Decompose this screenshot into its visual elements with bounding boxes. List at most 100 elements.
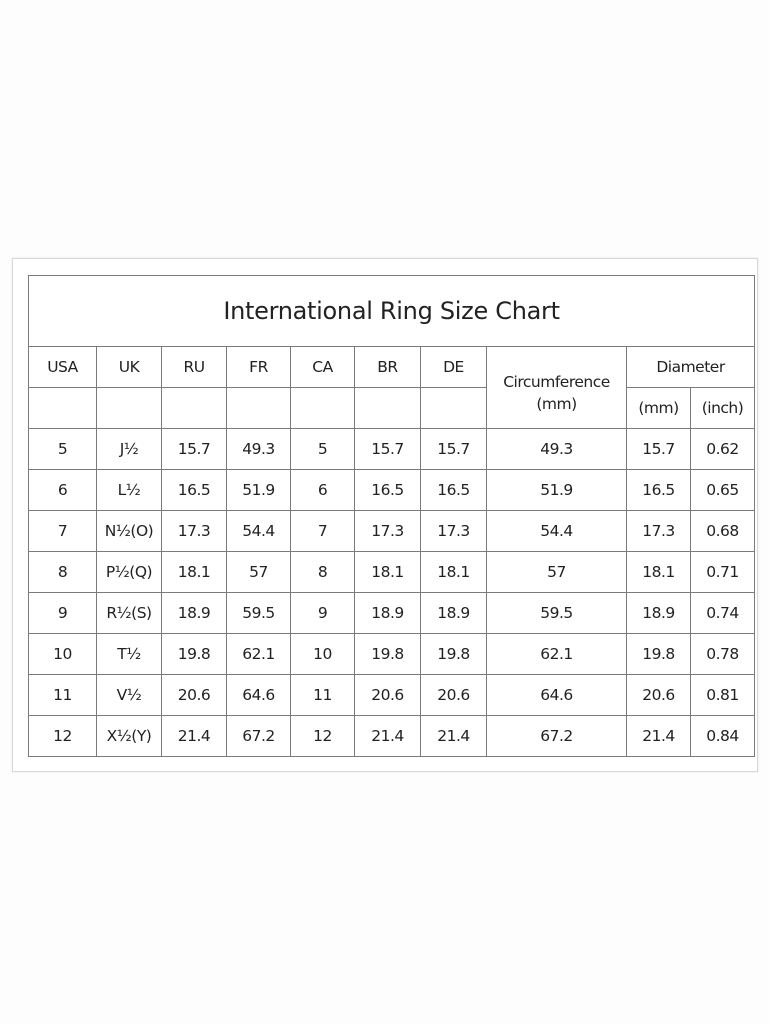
cell-de: 18.1 [420,551,487,593]
table-row: 11 V½ 20.6 64.6 11 20.6 20.6 64.6 20.6 0.81 [28,674,756,716]
cell-usa: 12 [28,715,97,757]
cell-br: 16.5 [354,469,421,511]
cell-diameter-inch: 0.68 [689,510,756,552]
cell-usa: 10 [28,633,97,675]
cell-diameter-inch: 0.78 [689,633,756,675]
header-ru: RU [161,346,227,388]
cell-diameter-mm: 21.4 [626,715,691,757]
cell-ca: 11 [290,674,355,716]
empty-cell [354,387,421,429]
cell-circumference-mm: 67.2 [486,715,627,757]
cell-ca: 9 [290,592,355,634]
empty-cell [28,387,97,429]
cell-fr: 57 [226,551,291,593]
cell-uk: R½(S) [96,592,162,634]
ring-size-chart-card: International Ring Size Chart USA UK RU … [12,258,758,772]
cell-diameter-inch: 0.74 [689,592,756,634]
cell-br: 19.8 [354,633,421,675]
cell-usa: 9 [28,592,97,634]
header-br: BR [354,346,421,388]
table-row: 7 N½(O) 17.3 54.4 7 17.3 17.3 54.4 17.3 0.68 [28,510,756,552]
cell-uk: T½ [96,633,162,675]
empty-cell [226,387,291,429]
cell-uk: N½(O) [96,510,162,552]
cell-ca: 12 [290,715,355,757]
cell-usa: 6 [28,469,97,511]
cell-br: 18.1 [354,551,421,593]
cell-br: 20.6 [354,674,421,716]
cell-fr: 67.2 [226,715,291,757]
cell-circumference-mm: 51.9 [486,469,627,511]
cell-de: 18.9 [420,592,487,634]
cell-ru: 21.4 [161,715,227,757]
cell-de: 15.7 [420,428,487,470]
cell-usa: 5 [28,428,97,470]
cell-fr: 64.6 [226,674,291,716]
cell-de: 21.4 [420,715,487,757]
cell-usa: 7 [28,510,97,552]
header-uk: UK [96,346,162,388]
cell-br: 17.3 [354,510,421,552]
cell-fr: 62.1 [226,633,291,675]
table-row: 6 L½ 16.5 51.9 6 16.5 16.5 51.9 16.5 0.65 [28,469,756,511]
cell-de: 20.6 [420,674,487,716]
cell-ru: 15.7 [161,428,227,470]
cell-fr: 51.9 [226,469,291,511]
cell-diameter-mm: 17.3 [626,510,691,552]
cell-ca: 8 [290,551,355,593]
cell-uk: J½ [96,428,162,470]
cell-diameter-inch: 0.71 [689,551,756,593]
cell-br: 21.4 [354,715,421,757]
cell-diameter-mm: 18.1 [626,551,691,593]
cell-de: 16.5 [420,469,487,511]
header-diameter: Diameter [625,346,756,388]
cell-diameter-inch: 0.62 [689,428,756,470]
cell-fr: 54.4 [226,510,291,552]
cell-usa: 11 [28,674,97,716]
cell-diameter-mm: 20.6 [626,674,691,716]
cell-circumference-mm: 49.3 [486,428,627,470]
empty-cell [96,387,162,429]
header-ca: CA [290,346,355,388]
cell-circumference-mm: 59.5 [486,592,627,634]
cell-circumference-mm: 62.1 [486,633,627,675]
header-de: DE [420,346,487,388]
cell-ca: 5 [290,428,355,470]
header-diameter-inch: (inch) [689,387,756,429]
cell-diameter-mm: 19.8 [626,633,691,675]
header-diameter-mm: (mm) [626,387,691,429]
cell-ca: 10 [290,633,355,675]
table-row: 10 T½ 19.8 62.1 10 19.8 19.8 62.1 19.8 0.78 [28,633,756,675]
cell-de: 19.8 [420,633,487,675]
table-row: 5 J½ 15.7 49.3 5 15.7 15.7 49.3 15.7 0.62 [28,428,756,470]
cell-diameter-mm: 16.5 [626,469,691,511]
table-row: 9 R½(S) 18.9 59.5 9 18.9 18.9 59.5 18.9 0.74 [28,592,756,634]
cell-ru: 16.5 [161,469,227,511]
cell-circumference-mm: 64.6 [486,674,627,716]
cell-br: 18.9 [354,592,421,634]
table-row: 12 X½(Y) 21.4 67.2 12 21.4 21.4 67.2 21.4 0.84 [28,715,756,757]
cell-fr: 59.5 [226,592,291,634]
cell-diameter-inch: 0.65 [689,469,756,511]
ring-size-table: International Ring Size Chart USA UK RU … [27,275,756,757]
empty-cell [161,387,227,429]
cell-uk: L½ [96,469,162,511]
cell-usa: 8 [28,551,97,593]
chart-title: International Ring Size Chart [27,275,756,347]
cell-circumference-mm: 57 [486,551,627,593]
cell-fr: 49.3 [226,428,291,470]
cell-diameter-inch: 0.81 [689,674,756,716]
cell-diameter-mm: 15.7 [626,428,691,470]
cell-ru: 18.9 [161,592,227,634]
cell-ru: 20.6 [161,674,227,716]
cell-uk: V½ [96,674,162,716]
cell-ca: 6 [290,469,355,511]
header-fr: FR [226,346,291,388]
empty-cell [420,387,487,429]
cell-uk: X½(Y) [96,715,162,757]
cell-br: 15.7 [354,428,421,470]
circumference-unit: (mm) [536,394,577,413]
cell-diameter-inch: 0.84 [689,715,756,757]
cell-ru: 18.1 [161,551,227,593]
cell-circumference-mm: 54.4 [486,510,627,552]
